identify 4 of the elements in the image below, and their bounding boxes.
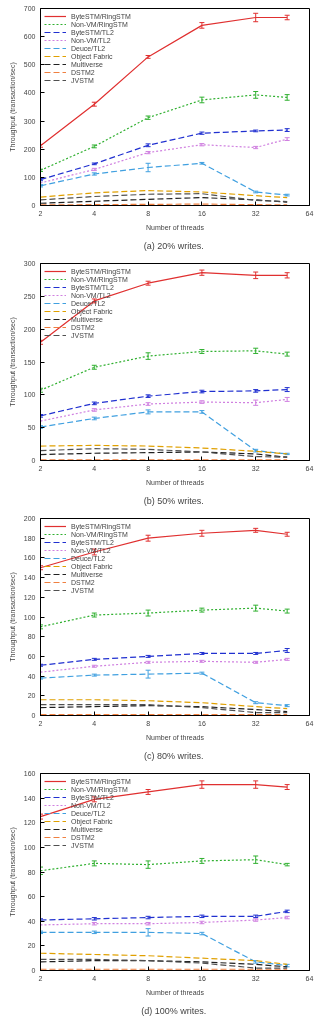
text: (d) 100% writes.	[141, 1005, 207, 1016]
text: (b) 50% writes.	[143, 495, 204, 506]
text: (a) 20% writes.	[143, 240, 204, 251]
text: (c) 80% writes.	[143, 750, 204, 761]
